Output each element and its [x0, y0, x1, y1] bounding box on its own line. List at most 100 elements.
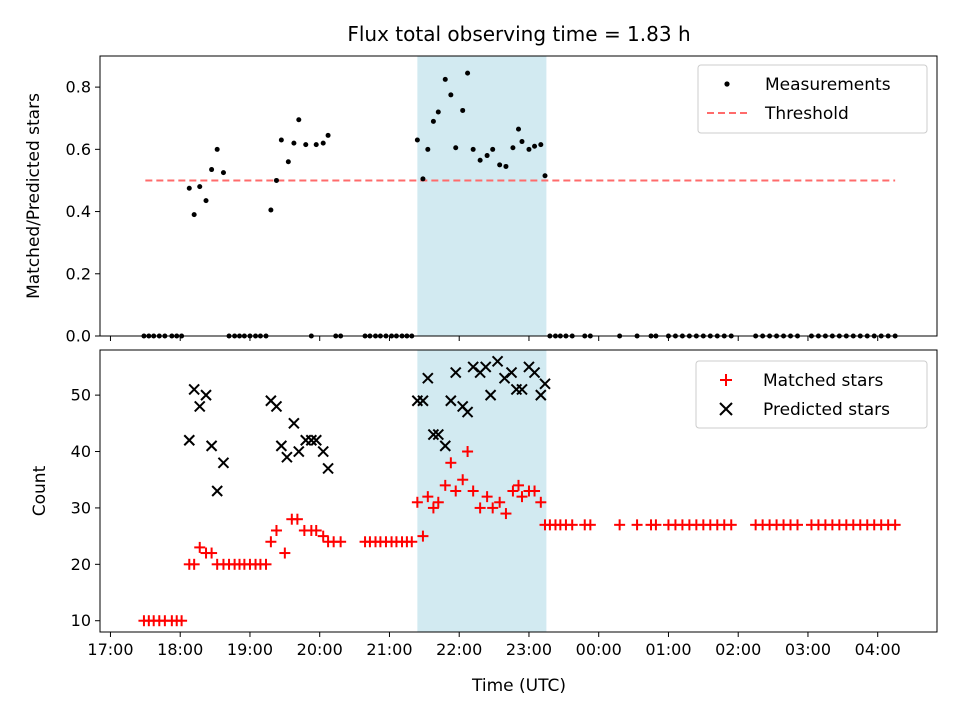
predicted-star-marker: [281, 451, 293, 463]
x-tick-label: 20:00: [297, 640, 343, 659]
predicted-star-points: [183, 355, 551, 497]
bottom-y-ticks: 10 20 30 40 50: [71, 386, 100, 630]
legend-measurements-marker: [724, 81, 730, 87]
measurement-point: [503, 163, 509, 169]
x-tick-label: 00:00: [576, 640, 622, 659]
matched-star-marker: [427, 502, 439, 514]
y-tick-label: 50: [71, 386, 91, 405]
matched-star-marker: [411, 496, 423, 508]
measurement-point: [325, 132, 331, 138]
top-plot-frame: [99, 55, 938, 337]
matched-star-marker: [566, 519, 578, 531]
predicted-star-marker: [535, 389, 547, 401]
measurement-point: [477, 157, 483, 163]
matched-star-marker: [487, 502, 499, 514]
measurement-point: [313, 142, 319, 148]
predicted-star-marker: [217, 457, 230, 469]
measurement-point: [532, 143, 538, 149]
predicted-star-marker: [194, 400, 206, 413]
predicted-star-marker: [417, 395, 429, 407]
matched-star-marker: [513, 479, 524, 491]
legend-predicted-label: Predicted stars: [763, 400, 890, 420]
predicted-star-marker: [270, 400, 283, 413]
measurement-point: [435, 109, 441, 115]
measurement-point: [425, 146, 431, 152]
measurement-point: [460, 107, 466, 113]
x-tick-label: 21:00: [366, 640, 412, 659]
x-tick-label: 03:00: [785, 640, 831, 659]
y-tick-label: 0.2: [66, 264, 91, 283]
x-tick-label: 18:00: [157, 640, 203, 659]
measurement-point: [273, 177, 279, 183]
matched-star-marker: [270, 524, 282, 536]
predicted-star-marker: [211, 485, 223, 497]
measurement-point: [268, 207, 274, 213]
predicted-star-marker: [461, 406, 474, 418]
measurement-point: [197, 184, 203, 190]
predicted-star-marker: [275, 440, 288, 452]
matched-star-marker: [310, 524, 322, 536]
matched-star-marker: [584, 519, 596, 531]
predicted-star-marker: [432, 428, 444, 441]
legend-matched-marker: [720, 374, 732, 386]
legend-predicted-marker: [719, 402, 733, 416]
matched-star-marker: [406, 536, 418, 548]
y-tick-label: 0.8: [66, 78, 91, 97]
predicted-star-marker: [539, 378, 551, 390]
matched-star-marker: [457, 474, 469, 486]
matched-star-marker: [889, 519, 901, 531]
predicted-star-marker: [293, 445, 305, 458]
predicted-star-marker: [445, 395, 457, 407]
top-panel: 0.00.20.40.60.8 Matched/Predicted stars …: [24, 55, 938, 346]
matched-star-marker: [467, 485, 479, 497]
legend-measurements-label: Measurements: [765, 75, 891, 95]
measurement-point: [453, 145, 459, 151]
matched-star-marker: [631, 519, 643, 531]
matched-star-marker: [529, 485, 541, 497]
measurement-point: [510, 145, 516, 151]
predicted-star-marker: [188, 383, 200, 396]
matched-star-marker: [614, 519, 626, 531]
matched-star-marker: [474, 502, 486, 514]
matched-star-marker: [260, 558, 272, 570]
measurement-point: [220, 170, 226, 176]
predicted-star-marker: [183, 434, 195, 446]
matched-star-marker: [176, 615, 188, 627]
matched-star-marker: [500, 508, 512, 520]
predicted-star-marker: [505, 366, 518, 379]
predicted-star-marker: [300, 434, 312, 446]
matched-star-marker: [507, 485, 519, 497]
top-x-ticks: [109, 336, 879, 341]
top-y-axis-label: Matched/Predicted stars: [24, 93, 44, 299]
y-tick-label: 0.4: [66, 202, 91, 221]
bottom-panel: 10 20 30 40 50 17:00 18:00 19:00 20:00 21:00 22:0…: [30, 349, 938, 696]
predicted-star-marker: [491, 355, 504, 367]
top-legend-box: [697, 64, 928, 134]
measurement-point: [470, 146, 476, 152]
predicted-star-marker: [310, 434, 322, 446]
matched-star-marker: [792, 519, 803, 531]
measurement-point: [303, 142, 309, 148]
predicted-star-marker: [317, 445, 329, 458]
measurement-point: [191, 212, 197, 218]
measurement-point: [296, 117, 302, 123]
matched-star-points: [138, 446, 901, 627]
matched-star-marker: [650, 519, 662, 531]
measurement-point: [519, 139, 525, 145]
measurement-point: [442, 76, 448, 82]
matched-star-marker: [432, 496, 444, 508]
predicted-star-marker: [422, 372, 434, 384]
x-tick-label: 22:00: [436, 640, 482, 659]
y-tick-label: 0.6: [66, 140, 91, 159]
matched-star-marker: [194, 541, 206, 553]
predicted-star-marker: [205, 440, 218, 452]
matched-star-marker: [494, 496, 506, 508]
predicted-star-marker: [427, 428, 440, 441]
predicted-star-marker: [516, 383, 528, 396]
bottom-x-ticks: 17:00 18:00 19:00 20:00 21:00 22:00 23:00 00:00…: [87, 632, 901, 659]
legend-threshold-label: Threshold: [764, 104, 849, 124]
x-tick-label: 23:00: [506, 640, 552, 659]
matched-star-marker: [417, 530, 429, 542]
top-legend: Measurements Threshold: [697, 64, 928, 134]
